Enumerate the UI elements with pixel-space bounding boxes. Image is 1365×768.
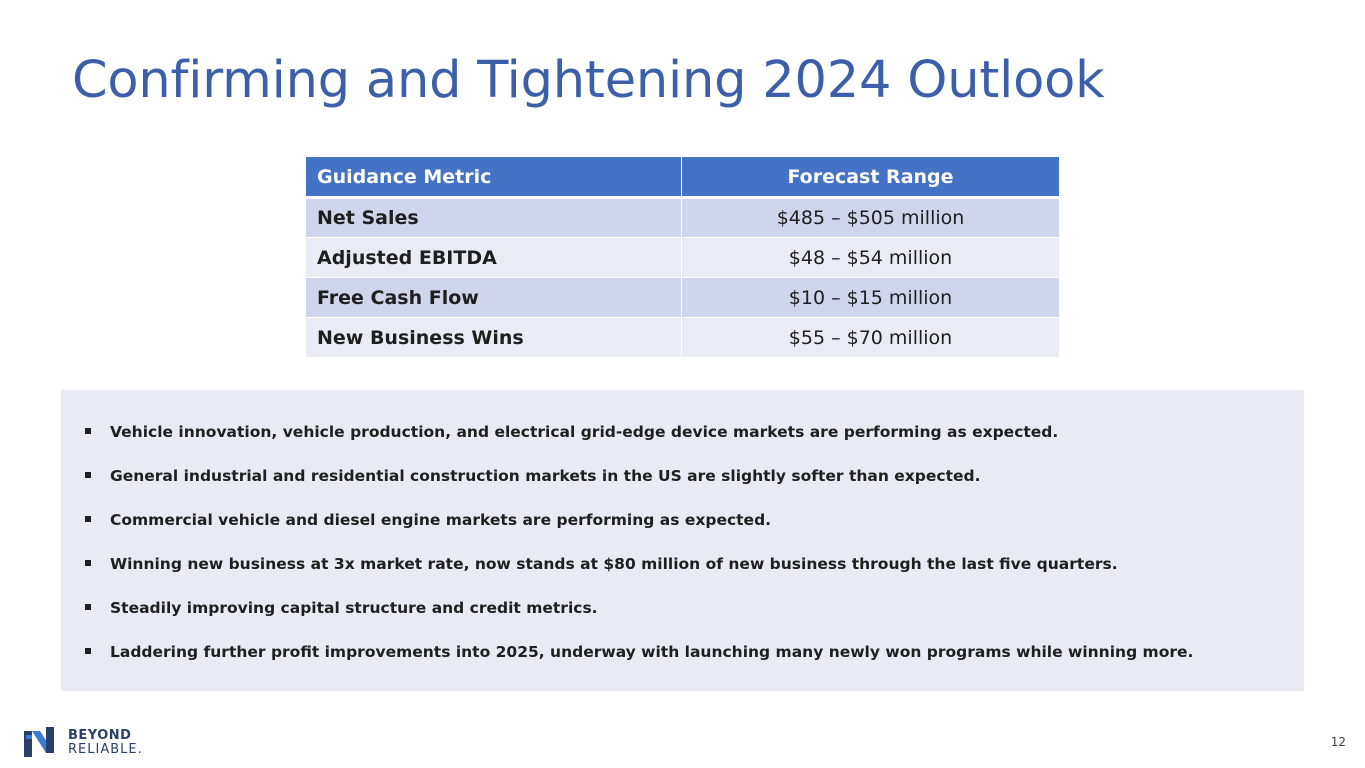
column-header-range: Forecast Range — [681, 156, 1060, 199]
list-item: Vehicle innovation, vehicle production, … — [61, 412, 1304, 456]
range-cell: $10 – $15 million — [681, 277, 1060, 318]
table-row: Free Cash Flow $10 – $15 million — [305, 277, 1060, 318]
square-bullet-icon — [85, 472, 91, 478]
list-item: Laddering further profit improvements in… — [61, 632, 1304, 676]
list-item: Winning new business at 3x market rate, … — [61, 544, 1304, 588]
range-cell: $55 – $70 million — [681, 317, 1060, 358]
company-logo: BEYOND RELIABLE. — [24, 727, 174, 757]
key-points-list: Vehicle innovation, vehicle production, … — [61, 390, 1304, 676]
metric-cell: Free Cash Flow — [305, 277, 682, 318]
square-bullet-icon — [85, 604, 91, 610]
guidance-table: Guidance Metric Forecast Range Net Sales… — [305, 156, 1060, 358]
stylized-n-logo-icon — [24, 727, 54, 757]
metric-cell: New Business Wins — [305, 317, 682, 358]
metric-cell: Net Sales — [305, 197, 682, 238]
list-item-text: Winning new business at 3x market rate, … — [110, 555, 1118, 573]
list-item: Commercial vehicle and diesel engine mar… — [61, 500, 1304, 544]
list-item-text: Vehicle innovation, vehicle production, … — [110, 423, 1059, 441]
square-bullet-icon — [85, 428, 91, 434]
range-cell: $48 – $54 million — [681, 237, 1060, 278]
square-bullet-icon — [85, 516, 91, 522]
column-header-metric: Guidance Metric — [305, 156, 682, 199]
logo-wordmark-bottom: RELIABLE. — [68, 742, 143, 757]
range-cell: $485 – $505 million — [681, 197, 1060, 238]
list-item-text: General industrial and residential const… — [110, 467, 981, 485]
slide-title: Confirming and Tightening 2024 Outlook — [72, 51, 1105, 110]
square-bullet-icon — [85, 560, 91, 566]
table-row: Adjusted EBITDA $48 – $54 million — [305, 237, 1060, 278]
list-item: General industrial and residential const… — [61, 456, 1304, 500]
metric-cell: Adjusted EBITDA — [305, 237, 682, 278]
list-item-text: Steadily improving capital structure and… — [110, 599, 598, 617]
logo-wordmark-top: BEYOND — [68, 728, 132, 743]
square-bullet-icon — [85, 648, 91, 654]
list-item: Steadily improving capital structure and… — [61, 588, 1304, 632]
table-row: Net Sales $485 – $505 million — [305, 197, 1060, 238]
list-item-text: Commercial vehicle and diesel engine mar… — [110, 511, 772, 529]
table-header-row: Guidance Metric Forecast Range — [305, 156, 1060, 199]
table-row: New Business Wins $55 – $70 million — [305, 317, 1060, 358]
key-points-panel: Vehicle innovation, vehicle production, … — [61, 390, 1304, 691]
list-item-text: Laddering further profit improvements in… — [110, 643, 1194, 661]
page-number: 12 — [1330, 735, 1346, 749]
